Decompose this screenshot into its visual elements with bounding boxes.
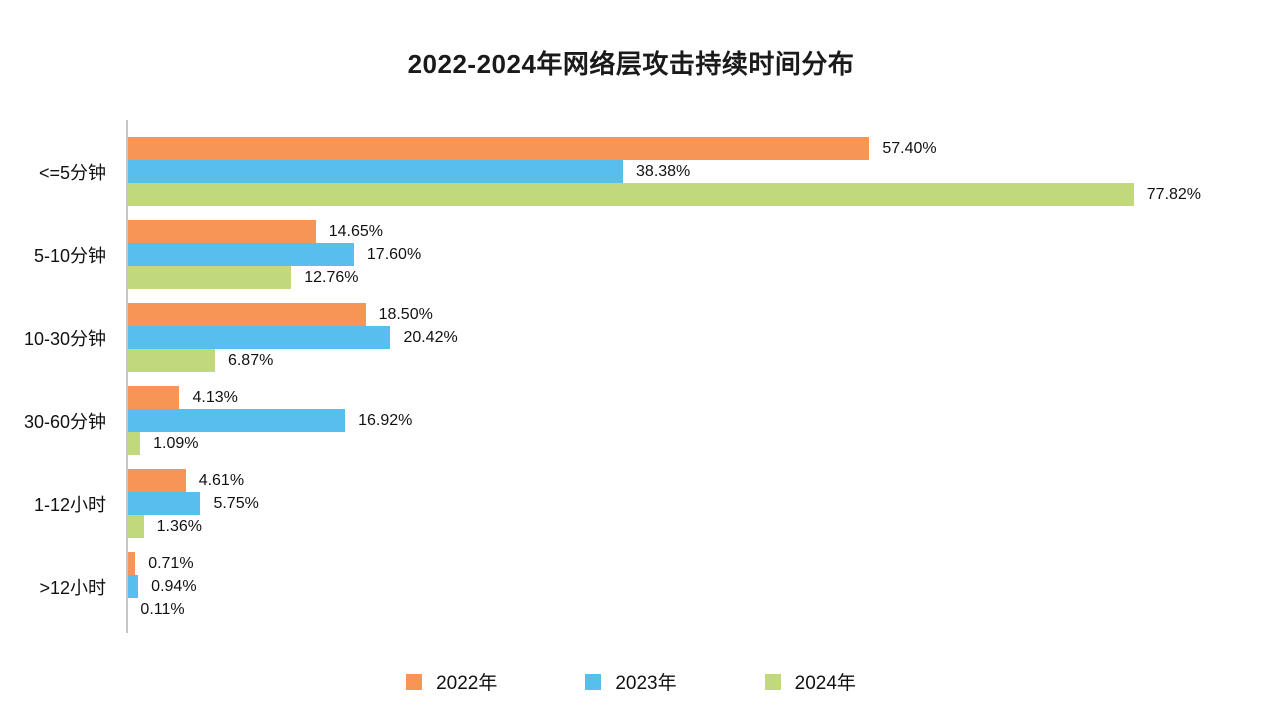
bar-2022年 xyxy=(126,137,870,160)
value-label: 0.11% xyxy=(140,600,185,618)
bar-row: 38.38% xyxy=(126,160,1262,183)
value-label: 0.71% xyxy=(148,554,194,572)
category-bars: 57.40% 38.38% 77.82% xyxy=(126,137,1262,206)
category-bars: 14.65% 17.60% 12.76% xyxy=(126,220,1262,289)
bar-chart: <=5分钟 57.40% 38.38% 77.82% 5-10分钟 14.65% 17.60… xyxy=(0,120,1262,635)
bar-2022年 xyxy=(126,220,316,243)
legend-item-2022年: 2022年 xyxy=(406,668,497,695)
value-label: 0.94% xyxy=(151,577,197,595)
category-group: 10-30分钟 18.50% 20.42% 6.87% xyxy=(0,303,1262,372)
category-label: 10-30分钟 xyxy=(23,328,106,349)
bar-2022年 xyxy=(126,469,186,492)
category-group: <=5分钟 57.40% 38.38% 77.82% xyxy=(0,137,1262,206)
value-label: 18.50% xyxy=(378,305,433,323)
bar-2023年 xyxy=(126,326,391,349)
legend-swatch xyxy=(585,673,602,690)
bar-row: 0.11% xyxy=(126,598,1262,621)
bar-row: 4.13% xyxy=(126,386,1262,409)
bar-2023年 xyxy=(126,243,354,266)
category-group: 30-60分钟 4.13% 16.92% 1.09% xyxy=(0,386,1262,455)
bar-groups: <=5分钟 57.40% 38.38% 77.82% 5-10分钟 14.65% 17.60… xyxy=(0,120,1262,621)
category-bars: 18.50% 20.42% 6.87% xyxy=(126,303,1262,372)
value-label: 1.36% xyxy=(156,517,202,535)
legend-label: 2024年 xyxy=(794,673,856,694)
bar-row: 16.92% xyxy=(126,409,1262,432)
legend-swatch xyxy=(764,673,781,690)
bar-row: 6.87% xyxy=(126,349,1262,372)
category-label: >12小时 xyxy=(39,577,106,598)
bar-row: 0.71% xyxy=(126,552,1262,575)
legend: 2022年 2023年 2024年 xyxy=(0,668,1262,695)
category-bars: 4.61% 5.75% 1.36% xyxy=(126,469,1262,538)
value-label: 4.13% xyxy=(192,388,238,406)
value-label: 6.87% xyxy=(227,351,274,369)
value-label: 14.65% xyxy=(328,222,383,240)
bar-2024年 xyxy=(126,183,1134,206)
category-group: 1-12小时 4.61% 5.75% 1.36% xyxy=(0,469,1262,538)
value-label: 20.42% xyxy=(403,328,458,346)
bar-row: 17.60% xyxy=(126,243,1262,266)
category-label: 5-10分钟 xyxy=(33,245,106,266)
category-bars: 4.13% 16.92% 1.09% xyxy=(126,386,1262,455)
value-label: 77.82% xyxy=(1146,185,1202,203)
bar-row: 5.75% xyxy=(126,492,1262,515)
bar-2022年 xyxy=(126,303,366,326)
value-label: 57.40% xyxy=(882,139,937,157)
category-group: >12小时 0.71% 0.94% 0.11% xyxy=(0,552,1262,621)
legend-label: 2023年 xyxy=(615,673,677,694)
bar-2024年 xyxy=(126,349,215,372)
legend-swatch xyxy=(406,673,423,690)
bar-2024年 xyxy=(126,432,141,455)
value-label: 12.76% xyxy=(304,268,359,286)
bar-2023年 xyxy=(126,409,346,432)
bar-row: 20.42% xyxy=(126,326,1262,349)
bar-2022年 xyxy=(126,552,136,575)
value-label: 38.38% xyxy=(636,162,691,180)
bar-2023年 xyxy=(126,492,201,515)
bar-2024年 xyxy=(126,515,144,538)
value-label: 5.75% xyxy=(213,494,259,512)
bar-2024年 xyxy=(126,266,292,289)
bar-row: 14.65% xyxy=(126,220,1262,243)
bar-2023年 xyxy=(126,160,624,183)
bar-row: 0.94% xyxy=(126,575,1262,598)
bar-row: 18.50% xyxy=(126,303,1262,326)
value-label: 1.09% xyxy=(153,434,199,452)
bar-row: 1.09% xyxy=(126,432,1262,455)
value-label: 4.61% xyxy=(198,471,245,489)
value-label: 17.60% xyxy=(366,245,422,263)
bar-2023年 xyxy=(126,575,139,598)
category-label: 30-60分钟 xyxy=(23,411,106,432)
category-group: 5-10分钟 14.65% 17.60% 12.76% xyxy=(0,220,1262,289)
legend-item-2024年: 2024年 xyxy=(764,668,856,695)
category-bars: 0.71% 0.94% 0.11% xyxy=(126,552,1262,621)
y-axis-line xyxy=(126,120,128,633)
bar-row: 4.61% xyxy=(126,469,1262,492)
legend-label: 2022年 xyxy=(436,673,498,694)
bar-row: 12.76% xyxy=(126,266,1262,289)
bar-row: 57.40% xyxy=(126,137,1262,160)
value-label: 16.92% xyxy=(358,411,413,429)
category-label: 1-12小时 xyxy=(33,494,106,515)
bar-row: 1.36% xyxy=(126,515,1262,538)
category-label: <=5分钟 xyxy=(38,162,106,183)
bar-row: 77.82% xyxy=(126,183,1262,206)
legend-item-2023年: 2023年 xyxy=(585,668,677,695)
bar-2022年 xyxy=(126,386,180,409)
chart-title: 2022-2024年网络层攻击持续时间分布 xyxy=(407,49,855,79)
